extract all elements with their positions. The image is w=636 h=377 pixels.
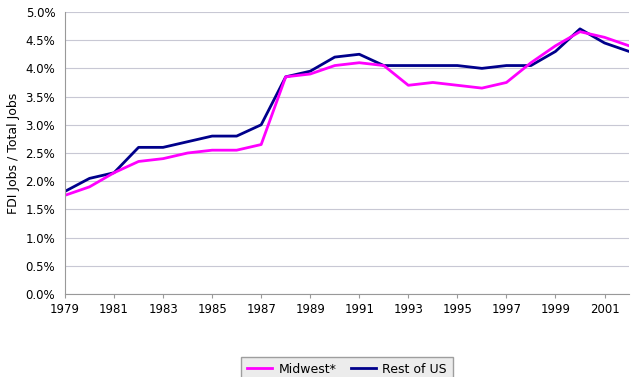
- Rest of US: [429, 63, 437, 68]
- Midwest*: [159, 156, 167, 161]
- Rest of US: [625, 49, 633, 54]
- Y-axis label: FDI Jobs / Total Jobs: FDI Jobs / Total Jobs: [7, 92, 20, 214]
- Midwest*: [601, 35, 609, 40]
- Line: Midwest*: Midwest*: [65, 32, 629, 195]
- Rest of US: [601, 41, 609, 45]
- Rest of US: [184, 139, 191, 144]
- Midwest*: [86, 185, 93, 189]
- Midwest*: [380, 63, 387, 68]
- Rest of US: [233, 134, 240, 138]
- Rest of US: [380, 63, 387, 68]
- Rest of US: [258, 123, 265, 127]
- Midwest*: [551, 43, 559, 48]
- Midwest*: [502, 80, 510, 85]
- Midwest*: [233, 148, 240, 152]
- Rest of US: [404, 63, 412, 68]
- Rest of US: [282, 75, 289, 79]
- Rest of US: [356, 52, 363, 57]
- Line: Rest of US: Rest of US: [65, 29, 629, 192]
- Rest of US: [527, 63, 535, 68]
- Legend: Midwest*, Rest of US: Midwest*, Rest of US: [241, 357, 453, 377]
- Midwest*: [135, 159, 142, 164]
- Midwest*: [282, 75, 289, 79]
- Midwest*: [61, 193, 69, 198]
- Rest of US: [502, 63, 510, 68]
- Rest of US: [331, 55, 338, 59]
- Rest of US: [307, 69, 314, 74]
- Midwest*: [258, 142, 265, 147]
- Rest of US: [209, 134, 216, 138]
- Rest of US: [159, 145, 167, 150]
- Midwest*: [307, 72, 314, 76]
- Rest of US: [453, 63, 461, 68]
- Midwest*: [625, 43, 633, 48]
- Midwest*: [576, 29, 584, 34]
- Rest of US: [135, 145, 142, 150]
- Rest of US: [61, 189, 69, 194]
- Rest of US: [576, 27, 584, 31]
- Midwest*: [356, 60, 363, 65]
- Midwest*: [184, 151, 191, 155]
- Midwest*: [404, 83, 412, 87]
- Rest of US: [110, 170, 118, 175]
- Midwest*: [527, 60, 535, 65]
- Rest of US: [551, 49, 559, 54]
- Rest of US: [86, 176, 93, 181]
- Midwest*: [429, 80, 437, 85]
- Midwest*: [209, 148, 216, 152]
- Midwest*: [110, 170, 118, 175]
- Midwest*: [453, 83, 461, 87]
- Midwest*: [331, 63, 338, 68]
- Rest of US: [478, 66, 486, 70]
- Midwest*: [478, 86, 486, 90]
